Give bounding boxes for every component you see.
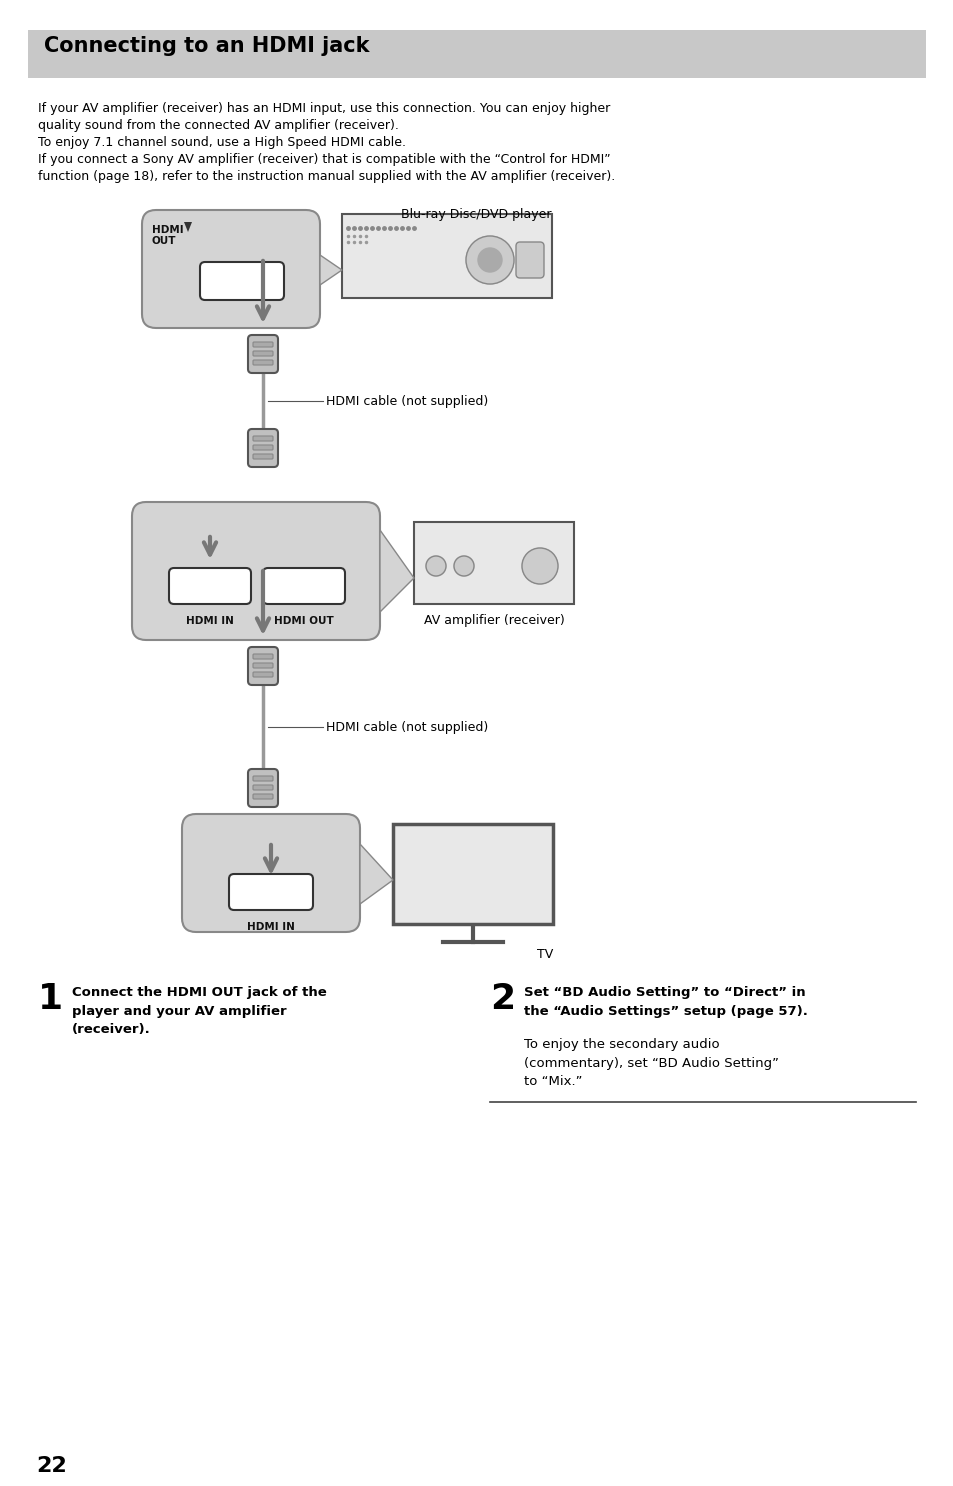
Circle shape bbox=[521, 548, 558, 584]
Text: HDMI cable (not supplied): HDMI cable (not supplied) bbox=[326, 394, 488, 407]
FancyBboxPatch shape bbox=[253, 435, 273, 441]
Text: 22: 22 bbox=[36, 1456, 67, 1476]
Text: Set “BD Audio Setting” to “Direct” in
the “Audio Settings” setup (page 57).: Set “BD Audio Setting” to “Direct” in th… bbox=[523, 987, 807, 1018]
FancyBboxPatch shape bbox=[28, 30, 925, 77]
FancyBboxPatch shape bbox=[253, 776, 273, 782]
FancyBboxPatch shape bbox=[414, 522, 574, 603]
FancyBboxPatch shape bbox=[341, 214, 552, 299]
Text: 1: 1 bbox=[38, 982, 63, 1016]
FancyBboxPatch shape bbox=[253, 360, 273, 366]
Text: OUT: OUT bbox=[152, 236, 176, 247]
Text: 2: 2 bbox=[490, 982, 515, 1016]
FancyBboxPatch shape bbox=[248, 334, 277, 373]
FancyBboxPatch shape bbox=[182, 814, 359, 932]
FancyBboxPatch shape bbox=[253, 663, 273, 669]
Text: TV: TV bbox=[537, 948, 553, 961]
Polygon shape bbox=[379, 531, 414, 612]
Text: If your AV amplifier (receiver) has an HDMI input, use this connection. You can : If your AV amplifier (receiver) has an H… bbox=[38, 103, 610, 114]
Polygon shape bbox=[319, 256, 341, 285]
FancyBboxPatch shape bbox=[248, 646, 277, 685]
Circle shape bbox=[454, 556, 474, 577]
Circle shape bbox=[477, 248, 501, 272]
FancyBboxPatch shape bbox=[229, 874, 313, 909]
Text: HDMI cable (not supplied): HDMI cable (not supplied) bbox=[326, 721, 488, 734]
Text: HDMI OUT: HDMI OUT bbox=[274, 617, 334, 626]
FancyBboxPatch shape bbox=[253, 342, 273, 348]
FancyBboxPatch shape bbox=[253, 351, 273, 357]
Circle shape bbox=[426, 556, 446, 577]
FancyBboxPatch shape bbox=[253, 672, 273, 678]
FancyBboxPatch shape bbox=[253, 444, 273, 450]
Polygon shape bbox=[359, 844, 393, 903]
Text: HDMI: HDMI bbox=[152, 224, 183, 235]
FancyBboxPatch shape bbox=[393, 825, 553, 924]
Text: AV amplifier (receiver): AV amplifier (receiver) bbox=[423, 614, 564, 627]
Text: function (page 18), refer to the instruction manual supplied with the AV amplifi: function (page 18), refer to the instruc… bbox=[38, 169, 615, 183]
FancyBboxPatch shape bbox=[132, 502, 379, 640]
FancyBboxPatch shape bbox=[200, 262, 284, 300]
FancyBboxPatch shape bbox=[169, 568, 251, 603]
Text: Connect the HDMI OUT jack of the
player and your AV amplifier
(receiver).: Connect the HDMI OUT jack of the player … bbox=[71, 987, 327, 1036]
FancyBboxPatch shape bbox=[516, 242, 543, 278]
FancyBboxPatch shape bbox=[142, 210, 319, 328]
Text: To enjoy the secondary audio
(commentary), set “BD Audio Setting”
to “Mix.”: To enjoy the secondary audio (commentary… bbox=[523, 1039, 779, 1088]
FancyBboxPatch shape bbox=[253, 455, 273, 459]
FancyBboxPatch shape bbox=[248, 768, 277, 807]
Text: quality sound from the connected AV amplifier (receiver).: quality sound from the connected AV ampl… bbox=[38, 119, 398, 132]
Text: Connecting to an HDMI jack: Connecting to an HDMI jack bbox=[44, 36, 369, 56]
Text: To enjoy 7.1 channel sound, use a High Speed HDMI cable.: To enjoy 7.1 channel sound, use a High S… bbox=[38, 137, 406, 149]
FancyBboxPatch shape bbox=[253, 654, 273, 658]
FancyBboxPatch shape bbox=[253, 794, 273, 799]
Text: If you connect a Sony AV amplifier (receiver) that is compatible with the “Contr: If you connect a Sony AV amplifier (rece… bbox=[38, 153, 610, 166]
FancyBboxPatch shape bbox=[248, 429, 277, 467]
FancyBboxPatch shape bbox=[263, 568, 345, 603]
Text: Blu-ray Disc/DVD player: Blu-ray Disc/DVD player bbox=[401, 208, 552, 221]
FancyBboxPatch shape bbox=[253, 785, 273, 791]
Text: HDMI IN: HDMI IN bbox=[186, 617, 233, 626]
Polygon shape bbox=[184, 221, 192, 232]
Circle shape bbox=[465, 236, 514, 284]
Text: HDMI IN: HDMI IN bbox=[247, 921, 294, 932]
